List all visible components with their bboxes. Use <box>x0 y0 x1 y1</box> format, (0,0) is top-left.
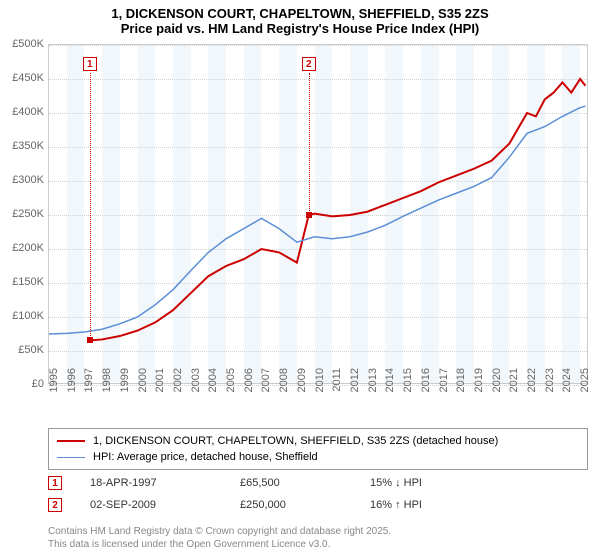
event-row: 2 02-SEP-2009 £250,000 16% ↑ HPI <box>48 498 588 512</box>
title-line-2: Price paid vs. HM Land Registry's House … <box>0 21 600 36</box>
plot-area: 12 <box>48 44 588 384</box>
legend: 1, DICKENSON COURT, CHAPELTOWN, SHEFFIEL… <box>48 428 588 470</box>
title-line-1: 1, DICKENSON COURT, CHAPELTOWN, SHEFFIEL… <box>0 6 600 21</box>
event-price: £250,000 <box>240 499 370 511</box>
footnote-line: This data is licensed under the Open Gov… <box>48 539 588 552</box>
chart-container: 1, DICKENSON COURT, CHAPELTOWN, SHEFFIEL… <box>0 0 600 560</box>
title-block: 1, DICKENSON COURT, CHAPELTOWN, SHEFFIEL… <box>0 0 600 38</box>
footnote-line: Contains HM Land Registry data © Crown c… <box>48 526 588 539</box>
event-date: 02-SEP-2009 <box>90 499 240 511</box>
event-price: £65,500 <box>240 477 370 489</box>
event-delta: 16% ↑ HPI <box>370 499 490 511</box>
event-row: 1 18-APR-1997 £65,500 15% ↓ HPI <box>48 476 588 490</box>
legend-swatch <box>57 440 85 442</box>
event-date: 18-APR-1997 <box>90 477 240 489</box>
footnote: Contains HM Land Registry data © Crown c… <box>48 526 588 551</box>
legend-item: HPI: Average price, detached house, Shef… <box>57 449 579 465</box>
legend-label: 1, DICKENSON COURT, CHAPELTOWN, SHEFFIEL… <box>93 435 498 447</box>
series-svg <box>49 45 589 385</box>
event-delta: 15% ↓ HPI <box>370 477 490 489</box>
event-marker-icon: 2 <box>48 498 62 512</box>
legend-label: HPI: Average price, detached house, Shef… <box>93 451 318 463</box>
legend-swatch <box>57 457 85 458</box>
event-marker-icon: 1 <box>48 476 62 490</box>
legend-item: 1, DICKENSON COURT, CHAPELTOWN, SHEFFIEL… <box>57 433 579 449</box>
